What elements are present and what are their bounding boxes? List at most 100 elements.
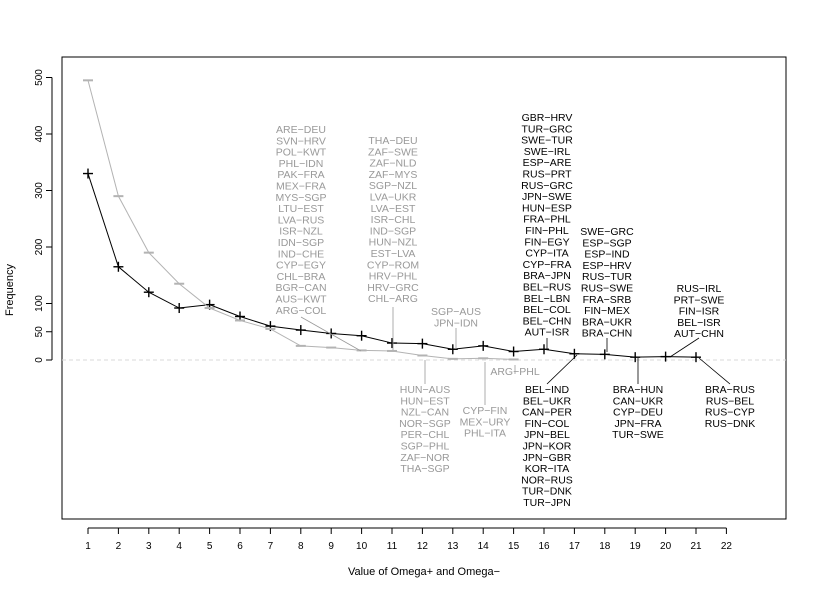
annotation-label: PAK−FRA	[277, 169, 324, 181]
data-point-omega_plus	[295, 325, 306, 336]
leader-line-g8	[300, 316, 362, 352]
annotation-label: SGP−AUS	[431, 306, 481, 318]
annotation-label: BEL−UKR	[523, 395, 572, 407]
annotation-label: ARG−COL	[276, 305, 327, 317]
x-tick-label: 21	[690, 541, 702, 552]
x-tick-label: 10	[356, 541, 368, 552]
data-point-omega_plus	[508, 346, 519, 357]
annotation-label: MYS−SGP	[275, 192, 326, 204]
annotation-label: EST−LVA	[371, 248, 416, 260]
y-tick-label: 0	[34, 357, 45, 363]
annotation-label: FIN−EGY	[524, 236, 569, 248]
series-layer	[83, 79, 701, 363]
x-tick-label: 9	[328, 541, 334, 552]
annotation-label: SGP−NZL	[369, 180, 417, 192]
annotation-label: BEL−CHN	[523, 315, 572, 327]
x-tick-label: 17	[569, 541, 581, 552]
annotation-label: THA−DEU	[368, 135, 417, 147]
annotation-label: ESP−HRV	[582, 260, 631, 272]
annotation-label: ZAF−SWE	[368, 146, 418, 158]
annotation-label: CHL−BRA	[277, 271, 326, 283]
annotation-label: POL−KWT	[276, 147, 327, 159]
annotation-label: CYP−FIN	[463, 405, 508, 417]
x-tick-label: 22	[721, 541, 733, 552]
annotation-label: BRA−UKR	[582, 316, 632, 328]
annotation-label: FIN−ISR	[679, 306, 720, 318]
annotation-label: HUN−EST	[400, 395, 450, 407]
annotation-label: JPN−GBR	[523, 452, 572, 464]
x-tick-label: 1	[85, 541, 91, 552]
annotation-label: TUR−SWE	[612, 429, 664, 441]
annotation-label: IND−SGP	[370, 225, 416, 237]
annotation-label: TUR−JPN	[523, 497, 571, 509]
annotation-label: ESP−ARE	[523, 157, 572, 169]
annotation-label: JPN−IDN	[434, 317, 478, 329]
annotation-label: BRA−JPN	[523, 270, 571, 282]
data-point-omega_plus	[478, 340, 489, 351]
x-axis-label: Value of Omega+ and Omega−	[348, 566, 500, 578]
annotation-label: HRV−PHL	[369, 271, 418, 283]
x-tick-label: 19	[630, 541, 642, 552]
y-tick-label: 400	[34, 125, 45, 142]
annotation-label: RUS−DNK	[705, 418, 755, 430]
annotation-label: SWE−IRL	[524, 146, 571, 158]
data-point-omega_plus	[143, 287, 154, 298]
annotation-label: FIN−PHL	[525, 225, 569, 237]
annotation-label: SGP−PHL	[401, 441, 450, 453]
y-axis: 0 50 100 200 300 400 500	[34, 69, 53, 363]
data-point-omega_plus	[691, 352, 701, 363]
annotation-label: ISR−NZL	[279, 226, 323, 238]
annotation-label: FIN−COL	[525, 418, 570, 430]
annotation-label: MEX−URY	[460, 416, 511, 428]
annotation-label: CYP−ROM	[367, 259, 419, 271]
annotation-label: JPN−BEL	[524, 429, 570, 441]
x-tick-label: 2	[116, 541, 122, 552]
data-point-omega_plus	[83, 168, 93, 179]
annotation-label: CYP−EGY	[276, 260, 326, 272]
annotation-label: FRA−SRB	[583, 294, 632, 306]
x-tick-label: 14	[478, 541, 490, 552]
annotation-label: ZAF−NOR	[400, 452, 450, 464]
annotation-label: PER−CHL	[401, 429, 450, 441]
x-tick-label: 4	[176, 541, 182, 552]
annotation-label: ARG−PHL	[490, 366, 539, 378]
x-tick-label: 11	[387, 541, 398, 552]
annotation-layer: ARE−DEUSVN−HRVPOL−KWTPHL−IDNPAK−FRAMEX−F…	[275, 112, 755, 509]
annotation-label: CAN−UKR	[613, 395, 664, 407]
annotation-label: ARE−DEU	[276, 124, 326, 136]
annotation-label: IND−CHE	[278, 248, 324, 260]
annotation-label: ESP−SGP	[582, 237, 631, 249]
annotation-label: NOR−SGP	[399, 418, 451, 430]
x-tick-label: 12	[417, 541, 429, 552]
annotation-label: BEL−RUS	[523, 282, 571, 294]
annotation-label: BRA−CHN	[582, 328, 632, 340]
y-tick-label: 50	[34, 326, 45, 338]
leader-line-g17b	[546, 354, 578, 385]
x-tick-label: 13	[447, 541, 459, 552]
annotation-label: CYP−FRA	[523, 259, 572, 271]
leader-layer	[300, 307, 731, 405]
data-point-omega_plus	[660, 351, 671, 362]
annotation-label: IDN−SGP	[278, 237, 324, 249]
y-axis-label: Frequency	[4, 264, 16, 316]
data-point-omega_plus	[447, 344, 458, 355]
annotation-label: CAN−PER	[522, 407, 572, 419]
x-tick-label: 18	[599, 541, 611, 552]
annotation-label: PHL−IDN	[279, 158, 324, 170]
annotation-label: ZAF−NLD	[370, 158, 417, 170]
annotation-label: JPN−KOR	[523, 441, 572, 453]
annotation-label: RUS−BEL	[706, 395, 754, 407]
x-axis: 1 2 3 4 5 6 7 8 9 10 11 12 13 14 15 16 17 18 19 20 21 22	[85, 527, 733, 552]
x-tick-label: 6	[237, 541, 243, 552]
plot-frame	[61, 56, 787, 520]
x-tick-label: 5	[207, 541, 213, 552]
data-point-omega_plus	[539, 344, 549, 355]
annotation-label: RUS−GRC	[521, 180, 573, 192]
leader-line-g22b	[698, 357, 731, 385]
x-tick-label: 7	[268, 541, 274, 552]
annotation-label: PRT−SWE	[674, 294, 725, 306]
annotation-label: BRA−HUN	[613, 384, 663, 396]
data-point-omega_plus	[630, 352, 641, 363]
data-point-omega_plus	[174, 303, 185, 314]
